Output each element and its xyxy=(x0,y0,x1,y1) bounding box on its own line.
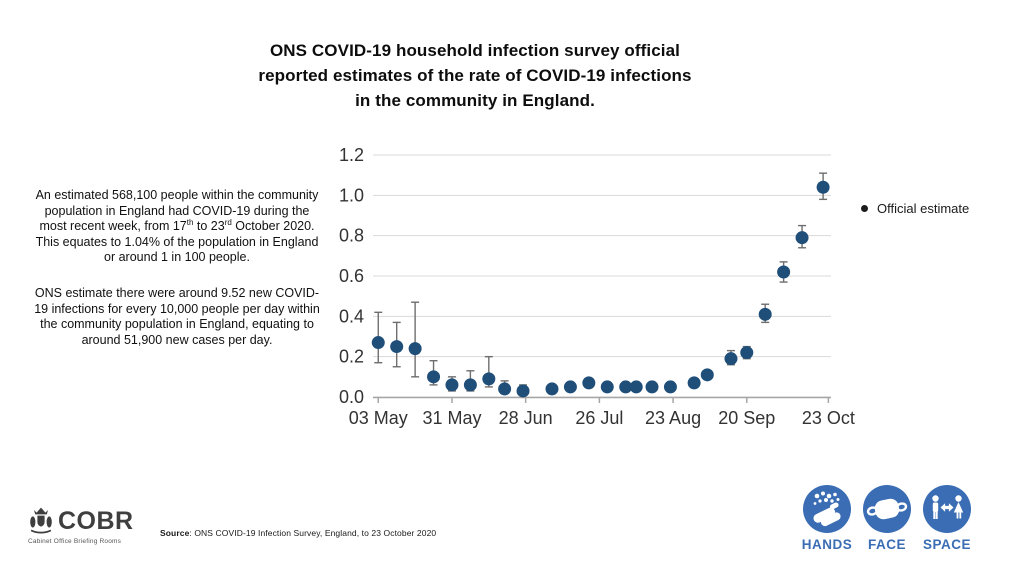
summary-paragraph-1-text: to 23 xyxy=(193,219,225,234)
infection-chart-svg: 0.0 0.2 0.4 0.6 0.8 1.0 1.2 03 May 31 May 28 Jun 2… xyxy=(339,145,855,428)
cobr-logo-row: COBR xyxy=(28,506,134,536)
social-distance-icon xyxy=(923,485,971,533)
legend-label: Official estimate xyxy=(877,201,970,216)
ordinal-suffix: rd xyxy=(224,218,232,228)
hands-label: HANDS xyxy=(801,537,853,552)
svg-text:23 Aug: 23 Aug xyxy=(645,408,701,428)
space-badge: SPACE xyxy=(919,484,975,552)
svg-text:0.6: 0.6 xyxy=(339,266,364,286)
royal-crest-icon xyxy=(30,507,52,534)
svg-text:26 Jul: 26 Jul xyxy=(575,408,623,428)
slide-title: ONS COVID-19 household infection survey … xyxy=(258,41,692,110)
hands-face-space-banner: HANDS FACE xyxy=(799,484,979,552)
summary-paragraph-2: ONS estimate there were around 9.52 new … xyxy=(34,285,320,347)
space-label: SPACE xyxy=(922,537,971,552)
hands-washing-icon xyxy=(803,485,851,533)
cobr-logo: COBR Cabinet Office Briefing Rooms xyxy=(28,506,134,546)
source-text: Source: ONS COVID-19 Infection Survey, E… xyxy=(160,528,436,538)
cobr-wordmark: COBR xyxy=(58,506,134,535)
face-badge: FACE xyxy=(859,484,915,552)
svg-text:23 Oct: 23 Oct xyxy=(802,408,855,428)
infection-rate-chart: 0.0 0.2 0.4 0.6 0.8 1.0 1.2 03 May 31 May 28 Jun 2… xyxy=(330,140,870,440)
cobr-subtitle: Cabinet Office Briefing Rooms xyxy=(28,538,122,545)
face-mask-icon xyxy=(863,485,911,533)
svg-text:28 Jun: 28 Jun xyxy=(499,408,553,428)
hands-badge: HANDS xyxy=(799,484,855,552)
ordinal-suffix: th xyxy=(186,218,194,228)
svg-text:1.2: 1.2 xyxy=(339,145,364,165)
svg-text:03 May: 03 May xyxy=(349,408,408,428)
svg-text:20 Sep: 20 Sep xyxy=(718,408,775,428)
source-label: Source xyxy=(160,528,190,538)
chart-legend: Official estimate xyxy=(861,201,969,216)
summary-paragraph-1: An estimated 568,100 people within the c… xyxy=(32,188,322,266)
summary-paragraph-1-text: October 2020. This equates to 1.04% of t… xyxy=(35,219,319,265)
face-label: FACE xyxy=(867,537,906,552)
svg-text:31 May: 31 May xyxy=(422,408,481,428)
svg-text:0.2: 0.2 xyxy=(339,347,364,367)
source-detail: : ONS COVID-19 Infection Survey, England… xyxy=(189,528,437,538)
svg-text:1.0: 1.0 xyxy=(339,185,364,205)
svg-text:0.4: 0.4 xyxy=(339,306,364,326)
svg-text:0.0: 0.0 xyxy=(339,387,364,407)
svg-text:0.8: 0.8 xyxy=(339,226,364,246)
summary-text-box: An estimated 568,100 people within the c… xyxy=(32,188,322,368)
legend-dot-icon xyxy=(861,205,868,212)
summary-paragraph-1-text: An estimated 568,100 people within the c… xyxy=(35,188,319,234)
